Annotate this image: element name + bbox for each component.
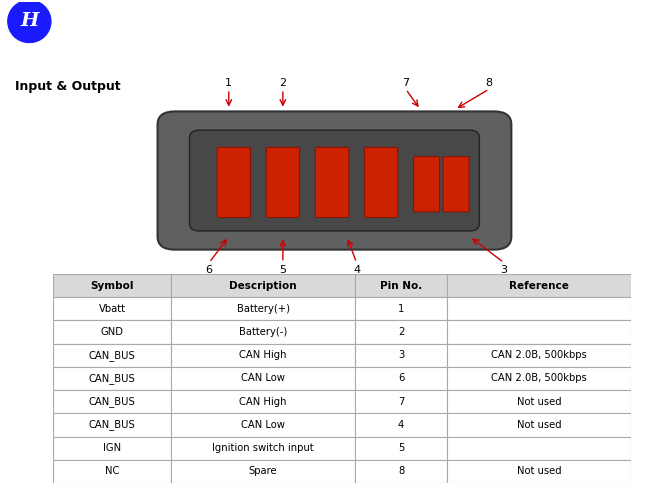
Text: Not used: Not used: [517, 397, 561, 407]
Bar: [171, 413, 355, 437]
Bar: [355, 437, 447, 460]
Bar: [171, 274, 355, 297]
Text: CAN_BUS: CAN_BUS: [89, 419, 135, 430]
Text: HYUNDAI: HYUNDAI: [13, 43, 46, 48]
Text: CAN 2.0B, 500kbps: CAN 2.0B, 500kbps: [491, 350, 587, 360]
Text: 3: 3: [398, 350, 404, 360]
Bar: [171, 437, 355, 460]
Bar: [53, 437, 171, 460]
Text: 1: 1: [398, 304, 404, 314]
Text: 4: 4: [353, 265, 360, 275]
Bar: [53, 413, 171, 437]
Text: GND: GND: [101, 327, 124, 337]
Bar: [171, 344, 355, 367]
Bar: [171, 390, 355, 413]
Text: CAN_BUS: CAN_BUS: [89, 350, 135, 361]
Text: Battery(-): Battery(-): [239, 327, 288, 337]
Text: CAN Low: CAN Low: [241, 420, 285, 430]
Bar: [355, 297, 447, 320]
Text: Vbatt: Vbatt: [99, 304, 125, 314]
Bar: [447, 437, 631, 460]
Bar: [171, 367, 355, 390]
Text: Reference: Reference: [509, 280, 569, 290]
FancyBboxPatch shape: [157, 112, 511, 249]
Text: Symbol: Symbol: [90, 280, 134, 290]
Bar: [355, 413, 447, 437]
Text: CAN Low: CAN Low: [241, 374, 285, 383]
FancyBboxPatch shape: [443, 156, 469, 212]
Bar: [171, 297, 355, 320]
Bar: [53, 460, 171, 483]
Bar: [355, 344, 447, 367]
Text: CAN 2.0B, 500kbps: CAN 2.0B, 500kbps: [491, 374, 587, 383]
Bar: [447, 274, 631, 297]
FancyBboxPatch shape: [365, 147, 398, 218]
Text: 14: 14: [636, 22, 655, 37]
Text: 7: 7: [398, 397, 404, 407]
FancyBboxPatch shape: [189, 130, 479, 231]
Text: Not used: Not used: [517, 420, 561, 430]
Bar: [171, 320, 355, 344]
Bar: [355, 320, 447, 344]
Text: 6: 6: [398, 374, 404, 383]
Bar: [447, 390, 631, 413]
Bar: [53, 320, 171, 344]
FancyBboxPatch shape: [217, 147, 250, 218]
Text: CAN High: CAN High: [240, 397, 287, 407]
Text: IGN: IGN: [103, 443, 122, 453]
Bar: [447, 413, 631, 437]
Bar: [355, 274, 447, 297]
Bar: [53, 344, 171, 367]
Text: 8: 8: [485, 78, 493, 89]
Text: Not used: Not used: [517, 467, 561, 477]
Bar: [53, 367, 171, 390]
Text: 2: 2: [280, 78, 286, 89]
Ellipse shape: [8, 0, 51, 43]
Text: 2: 2: [398, 327, 404, 337]
Bar: [447, 320, 631, 344]
Bar: [171, 460, 355, 483]
Text: Spare: Spare: [249, 467, 278, 477]
Text: 5: 5: [398, 443, 404, 453]
Text: 1: 1: [225, 78, 232, 89]
Text: Pin No.: Pin No.: [380, 280, 422, 290]
Bar: [447, 297, 631, 320]
Text: 7: 7: [402, 78, 409, 89]
FancyBboxPatch shape: [414, 156, 440, 212]
FancyBboxPatch shape: [266, 147, 299, 218]
Bar: [355, 390, 447, 413]
FancyBboxPatch shape: [315, 147, 349, 218]
Text: CAN High: CAN High: [240, 350, 287, 360]
Bar: [447, 367, 631, 390]
Text: 3: 3: [501, 265, 507, 275]
Bar: [447, 344, 631, 367]
Bar: [53, 297, 171, 320]
Text: Input & Output: Input & Output: [15, 80, 121, 93]
Bar: [53, 274, 171, 297]
Text: System Control: System Control: [90, 20, 282, 40]
Text: 4: 4: [398, 420, 404, 430]
Text: CAN_BUS: CAN_BUS: [89, 396, 135, 407]
Bar: [355, 367, 447, 390]
Bar: [355, 460, 447, 483]
Text: CAN_BUS: CAN_BUS: [89, 373, 135, 384]
Text: Description: Description: [229, 280, 297, 290]
Text: 6: 6: [206, 265, 212, 275]
Text: Battery(+): Battery(+): [236, 304, 290, 314]
Text: 5: 5: [280, 265, 286, 275]
Text: NC: NC: [105, 467, 120, 477]
Text: 8: 8: [398, 467, 404, 477]
Bar: [53, 390, 171, 413]
Text: H: H: [20, 12, 39, 30]
Bar: [447, 460, 631, 483]
Text: Ignition switch input: Ignition switch input: [212, 443, 314, 453]
